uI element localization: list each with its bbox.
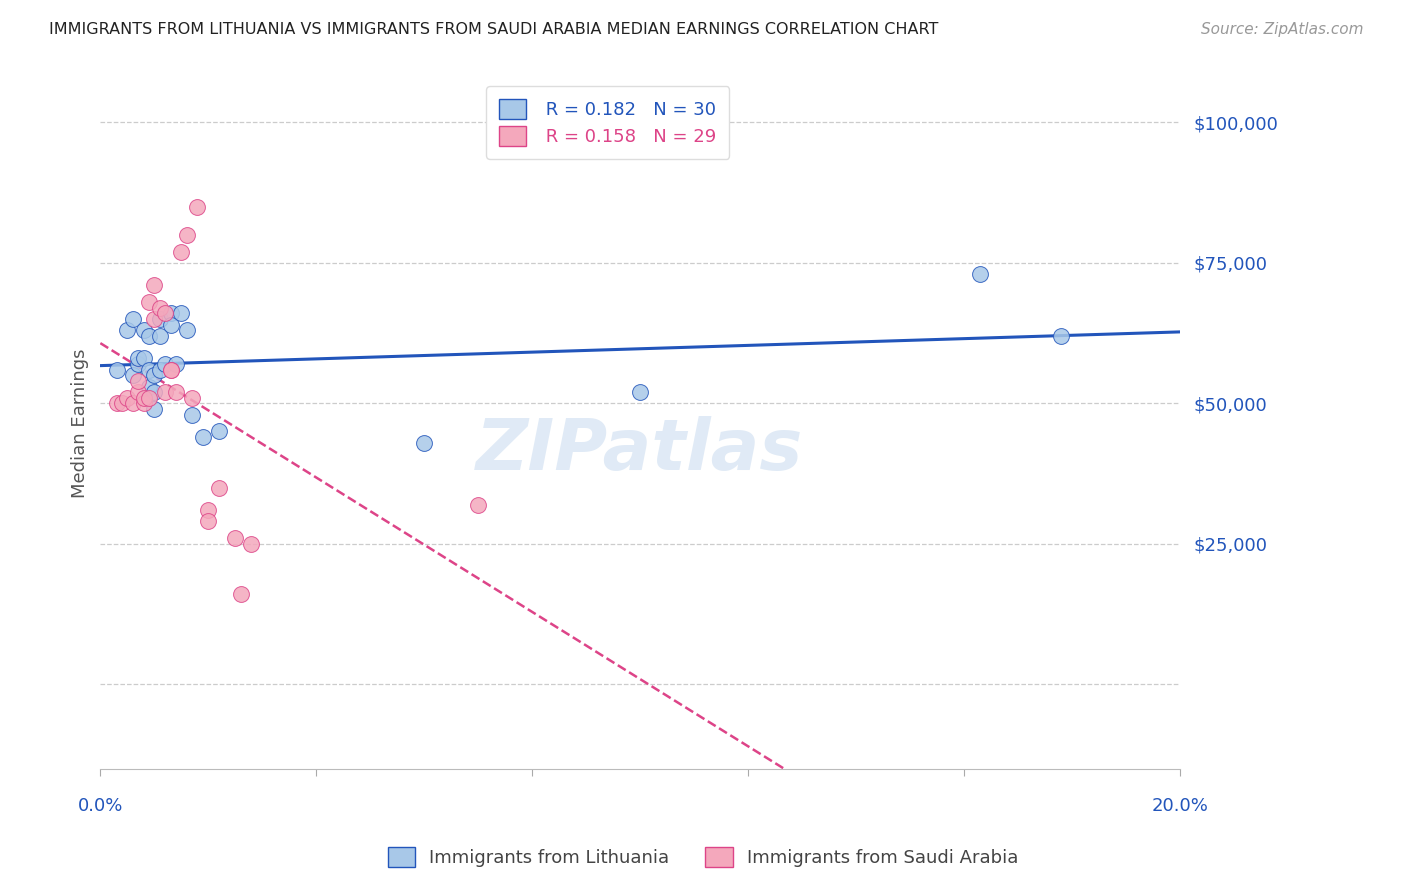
Point — [197, 503, 219, 517]
Point — [149, 329, 172, 343]
Point — [117, 323, 139, 337]
Point — [176, 227, 198, 242]
Point — [159, 318, 181, 332]
Point — [208, 425, 231, 439]
Point — [111, 396, 134, 410]
Point — [153, 357, 176, 371]
Point — [127, 351, 149, 366]
Point — [138, 391, 160, 405]
Point — [121, 396, 143, 410]
Point — [105, 396, 128, 410]
Point — [153, 306, 176, 320]
Point — [132, 351, 155, 366]
Point — [132, 323, 155, 337]
Point — [121, 312, 143, 326]
Point — [127, 357, 149, 371]
Point — [105, 362, 128, 376]
Point — [132, 396, 155, 410]
Text: IMMIGRANTS FROM LITHUANIA VS IMMIGRANTS FROM SAUDI ARABIA MEDIAN EARNINGS CORREL: IMMIGRANTS FROM LITHUANIA VS IMMIGRANTS … — [49, 22, 939, 37]
Point — [149, 312, 172, 326]
Text: 20.0%: 20.0% — [1152, 797, 1208, 814]
Point — [191, 430, 214, 444]
Text: ZIPatlas: ZIPatlas — [477, 417, 804, 485]
Point — [138, 329, 160, 343]
Point — [467, 498, 489, 512]
Point — [127, 374, 149, 388]
Point — [181, 391, 204, 405]
Point — [1050, 329, 1073, 343]
Text: 0.0%: 0.0% — [77, 797, 124, 814]
Point — [143, 402, 166, 417]
Point — [224, 531, 246, 545]
Point — [176, 323, 198, 337]
Point — [143, 385, 166, 400]
Point — [229, 587, 252, 601]
Point — [153, 385, 176, 400]
Point — [197, 515, 219, 529]
Y-axis label: Median Earnings: Median Earnings — [72, 348, 89, 498]
Point — [969, 267, 991, 281]
Point — [159, 362, 181, 376]
Legend: Immigrants from Lithuania, Immigrants from Saudi Arabia: Immigrants from Lithuania, Immigrants fr… — [381, 839, 1025, 874]
Point — [181, 408, 204, 422]
Point — [628, 385, 651, 400]
Point — [165, 357, 187, 371]
Point — [138, 295, 160, 310]
Text: Source: ZipAtlas.com: Source: ZipAtlas.com — [1201, 22, 1364, 37]
Point — [186, 200, 208, 214]
Point — [165, 385, 187, 400]
Legend:  R = 0.182   N = 30,  R = 0.158   N = 29: R = 0.182 N = 30, R = 0.158 N = 29 — [486, 87, 730, 159]
Point — [121, 368, 143, 383]
Point — [143, 368, 166, 383]
Point — [159, 362, 181, 376]
Point — [143, 312, 166, 326]
Point — [117, 391, 139, 405]
Point — [138, 379, 160, 393]
Point — [208, 481, 231, 495]
Point — [240, 537, 263, 551]
Point — [149, 362, 172, 376]
Point — [143, 278, 166, 293]
Point — [138, 362, 160, 376]
Point — [127, 385, 149, 400]
Point — [413, 435, 436, 450]
Point — [149, 301, 172, 315]
Point — [159, 306, 181, 320]
Point — [132, 391, 155, 405]
Point — [170, 306, 193, 320]
Point — [170, 244, 193, 259]
